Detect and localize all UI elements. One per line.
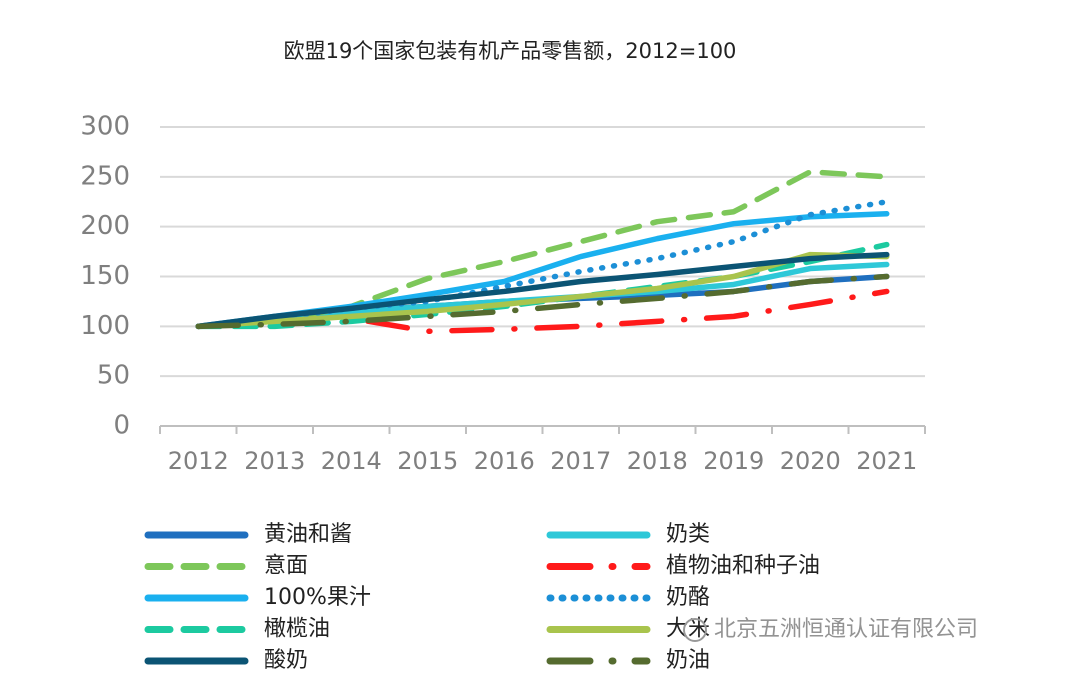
- legend-label: 奶类: [666, 522, 710, 547]
- legend-label: 黄油和酱: [264, 522, 352, 547]
- chart-title: 欧盟19个国家包装有机产品零售额，2012=100: [284, 39, 737, 63]
- watermark-icon: [683, 618, 707, 642]
- series-line: [195, 199, 890, 330]
- x-tick-label: 2021: [856, 447, 917, 475]
- x-tick-label: 2015: [397, 447, 458, 475]
- x-tick-label: 2019: [703, 447, 764, 475]
- legend-label: 奶酪: [666, 585, 710, 610]
- x-tick-label: 2016: [474, 447, 535, 475]
- y-tick-label: 0: [113, 411, 130, 441]
- x-tick-label: 2013: [244, 447, 305, 475]
- x-tick-label: 2012: [168, 447, 229, 475]
- y-tick-label: 300: [80, 112, 130, 142]
- legend-label: 意面: [264, 554, 308, 579]
- x-tick-label: 2020: [780, 447, 841, 475]
- y-tick-label: 50: [97, 361, 130, 391]
- x-tick-label: 2018: [627, 447, 688, 475]
- legend-label: 酸奶: [264, 648, 308, 673]
- legend-label: 橄榄油: [264, 617, 330, 642]
- legend-label: 100%果汁: [264, 585, 371, 610]
- y-tick-label: 200: [80, 211, 130, 241]
- y-tick-label: 150: [80, 261, 130, 291]
- legend-label: 植物油和种子油: [666, 554, 820, 579]
- y-tick-label: 250: [80, 161, 130, 191]
- x-tick-label: 2017: [550, 447, 611, 475]
- series-line: [195, 273, 890, 330]
- legend-label: 奶油: [666, 648, 710, 673]
- series-line: [195, 251, 890, 330]
- series-line: [195, 251, 890, 330]
- watermark: 北京五洲恒通认证有限公司: [714, 617, 978, 642]
- y-tick-label: 100: [80, 311, 130, 341]
- x-tick-label: 2014: [321, 447, 382, 475]
